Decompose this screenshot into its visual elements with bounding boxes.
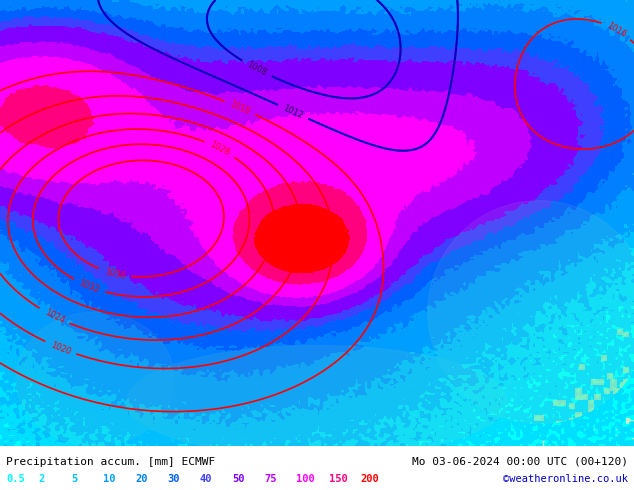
Ellipse shape	[127, 345, 507, 457]
Text: 30: 30	[167, 474, 180, 484]
Text: 1016: 1016	[605, 21, 628, 39]
Text: 0.5: 0.5	[6, 474, 25, 484]
Text: 40: 40	[200, 474, 212, 484]
Text: 5: 5	[71, 474, 77, 484]
Text: Precipitation accum. [mm] ECMWF: Precipitation accum. [mm] ECMWF	[6, 457, 216, 467]
Text: 200: 200	[361, 474, 380, 484]
Text: 100: 100	[297, 474, 315, 484]
Text: 1012: 1012	[281, 103, 304, 120]
Text: 1036: 1036	[103, 267, 126, 280]
Text: Mo 03-06-2024 00:00 UTC (00+120): Mo 03-06-2024 00:00 UTC (00+120)	[411, 457, 628, 467]
Text: 1020: 1020	[49, 340, 72, 356]
Text: 2: 2	[39, 474, 45, 484]
Text: ©weatheronline.co.uk: ©weatheronline.co.uk	[503, 474, 628, 484]
Text: 75: 75	[264, 474, 276, 484]
Text: 1012: 1012	[281, 103, 304, 120]
Text: 1024: 1024	[42, 308, 65, 325]
Ellipse shape	[16, 312, 174, 446]
Text: 20: 20	[135, 474, 148, 484]
Text: 1008: 1008	[245, 60, 268, 78]
Text: 10: 10	[103, 474, 115, 484]
Text: 1032: 1032	[78, 278, 101, 294]
Text: 50: 50	[232, 474, 245, 484]
Text: 150: 150	[328, 474, 347, 484]
Ellipse shape	[428, 201, 634, 423]
Text: 1016: 1016	[228, 99, 252, 116]
Text: 1008: 1008	[245, 60, 268, 78]
Text: 1028: 1028	[209, 140, 231, 158]
